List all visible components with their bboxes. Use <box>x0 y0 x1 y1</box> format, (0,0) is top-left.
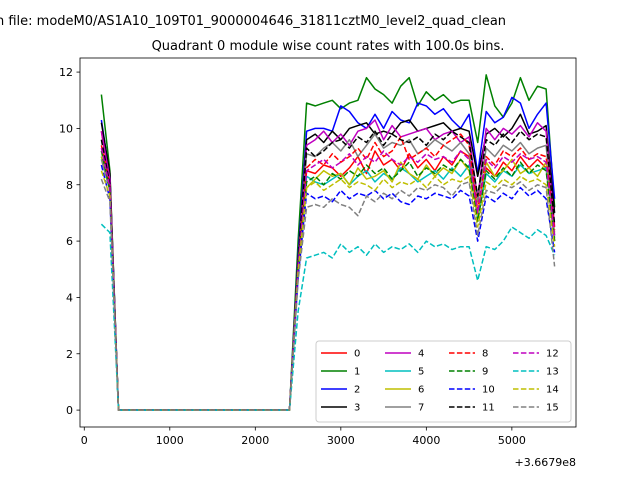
legend-label-5: 5 <box>418 367 424 378</box>
legend-label-9: 9 <box>482 367 488 378</box>
legend-label-3: 3 <box>354 403 360 414</box>
x-tick-label: 0 <box>81 434 88 447</box>
legend-label-15: 15 <box>546 403 559 414</box>
x-tick-label: 4000 <box>412 434 440 447</box>
legend-label-10: 10 <box>482 385 495 396</box>
x-tick-label: 3000 <box>327 434 355 447</box>
legend-label-4: 4 <box>418 349 424 360</box>
series-line-13 <box>100 223 556 411</box>
x-tick-label: 2000 <box>241 434 269 447</box>
legend-box <box>315 340 572 423</box>
y-tick-label: 6 <box>66 235 73 248</box>
chart-title: Quadrant 0 module wise count rates with … <box>152 39 505 54</box>
legend-label-2: 2 <box>354 385 360 396</box>
y-tick-label: 4 <box>66 291 73 304</box>
x-offset-label: +3.6679e8 <box>515 456 576 469</box>
legend-label-13: 13 <box>546 367 559 378</box>
plot-area <box>100 74 556 411</box>
legend-label-1: 1 <box>354 367 360 378</box>
legend-label-11: 11 <box>482 403 495 414</box>
x-tick-label: 1000 <box>156 434 184 447</box>
y-tick-label: 12 <box>59 66 73 79</box>
y-tick-label: 0 <box>66 404 73 417</box>
y-tick-label: 10 <box>59 122 73 135</box>
legend-label-14: 14 <box>546 385 559 396</box>
legend-label-8: 8 <box>482 349 488 360</box>
legend-label-6: 6 <box>418 385 424 396</box>
legend-label-7: 7 <box>418 403 424 414</box>
suptitle: n file: modeM0/AS1A10_109T01_9000004646_… <box>0 14 506 29</box>
series-line-14 <box>100 170 556 411</box>
y-tick-label: 2 <box>66 348 73 361</box>
legend-label-0: 0 <box>354 349 360 360</box>
series-line-11 <box>100 130 556 411</box>
y-tick-label: 8 <box>66 179 73 192</box>
series-line-15 <box>100 178 556 411</box>
axes-frame <box>79 57 577 428</box>
x-tick-label: 5000 <box>498 434 526 447</box>
legend-label-12: 12 <box>546 349 559 360</box>
